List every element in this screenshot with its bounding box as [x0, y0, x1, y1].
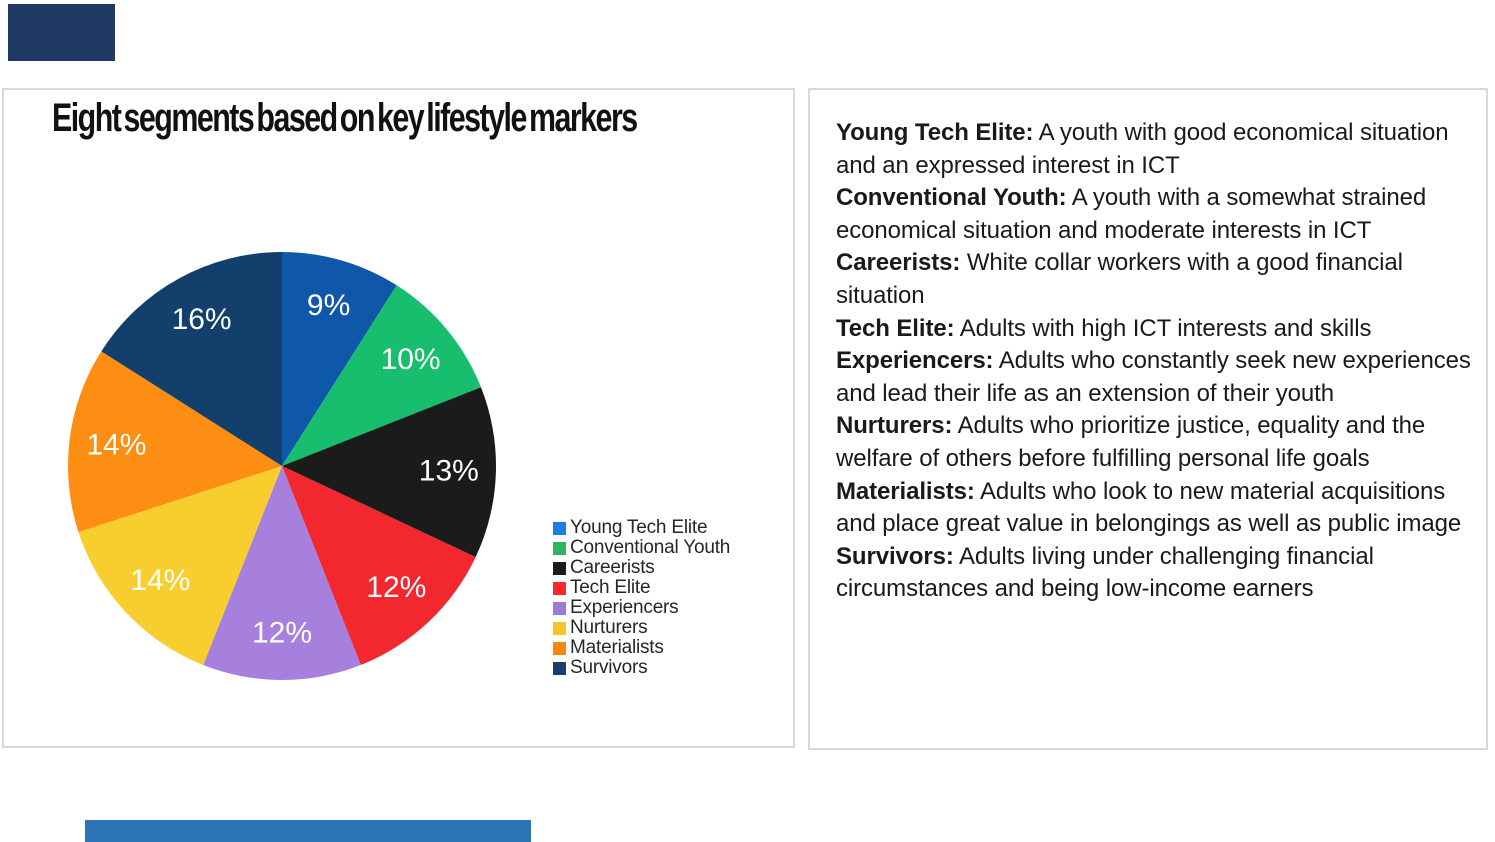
segment-description-item: Tech Elite: Adults with high ICT interes…: [836, 313, 1472, 346]
legend-label: Survivors: [570, 657, 648, 678]
legend-label: Experiencers: [570, 597, 679, 618]
segment-description-item: Conventional Youth: A youth with a somew…: [836, 182, 1472, 247]
segment-description-item: Materialists: Adults who look to new mat…: [836, 476, 1472, 541]
chart-title: Eight segments based on key lifestyle ma…: [52, 96, 638, 140]
segment-text: Adults who constantly seek new experienc…: [836, 347, 1471, 407]
legend-swatch-icon: [553, 521, 566, 535]
pie-slice-survivors: [101, 252, 282, 466]
chart-panel: Eight segments based on key lifestyle ma…: [2, 88, 795, 748]
legend-label: Conventional Youth: [570, 537, 731, 558]
segment-term: Conventional Youth:: [836, 184, 1067, 212]
segment-text: A youth with a somewhat strained economi…: [836, 184, 1427, 244]
segment-description-item: Survivors: Adults living under challengi…: [836, 541, 1472, 606]
segment-text: Adults who look to new material acquisit…: [836, 477, 1462, 538]
legend-label: Careerists: [570, 557, 655, 578]
segment-description-item: Young Tech Elite: A youth with good econ…: [836, 117, 1472, 182]
pie-data-label: 13%: [419, 455, 479, 488]
segment-term: Careerists:: [836, 249, 961, 277]
segment-term: Materialists:: [836, 477, 975, 505]
segment-term: Nurturers:: [836, 412, 953, 440]
segment-text: A youth with good economical situation a…: [836, 119, 1449, 179]
legend-swatch-icon: [553, 541, 566, 555]
pie-slice-materialists: [67, 351, 282, 533]
pie-data-label: 16%: [172, 303, 232, 336]
chart-legend: Young Tech Elite Conventional Youth Career…: [553, 518, 730, 678]
segment-text: Adults living under challenging financia…: [836, 542, 1374, 603]
pie-data-label: 9%: [307, 289, 350, 322]
segment-description-item: Nurturers: Adults who prioritize justice…: [836, 410, 1472, 475]
pie-slice-careerists: [282, 387, 496, 558]
legend-item-experiencers: Experiencers: [553, 598, 730, 618]
legend-label: Nurturers: [570, 617, 648, 638]
bottom-accent-bar: [85, 820, 531, 842]
descriptions-text: Young Tech Elite: A youth with good econ…: [810, 90, 1486, 748]
segment-term: Experiencers:: [836, 347, 994, 375]
descriptions-panel: Young Tech Elite: A youth with good econ…: [808, 88, 1488, 750]
legend-swatch-icon: [553, 561, 566, 575]
legend-label: Materialists: [570, 637, 664, 658]
segment-text: White collar workers with a good financi…: [836, 249, 1403, 309]
pie-chart: 9% 10% 13% 12% 12% 14% 14% 16%: [67, 252, 496, 680]
segment-text: Adults who prioritize justice, equality …: [836, 412, 1426, 472]
pie-slice-nurturers: [78, 466, 282, 665]
legend-label: Tech Elite: [570, 577, 651, 598]
segment-text: Adults with high ICT interests and skill…: [954, 314, 1372, 342]
segment-description-item: Experiencers: Adults who constantly seek…: [836, 345, 1472, 410]
pie-slice-young-tech-elite: [282, 252, 397, 466]
legend-item-materialists: Materialists: [553, 638, 730, 658]
legend-label: Young Tech Elite: [570, 517, 708, 538]
legend-item-careerists: Careerists: [553, 558, 730, 578]
pie-slice-conventional-youth: [282, 285, 481, 466]
legend-item-conventional-youth: Conventional Youth: [553, 538, 730, 558]
pie-data-label: 14%: [130, 564, 190, 597]
segment-description-item: Careerists: White collar workers with a …: [836, 247, 1472, 312]
pie-data-label: 10%: [381, 343, 441, 376]
segment-term: Tech Elite:: [836, 314, 955, 342]
legend-item-tech-elite: Tech Elite: [553, 578, 730, 598]
pie-data-label: 14%: [86, 429, 146, 462]
legend-item-young-tech-elite: Young Tech Elite: [553, 518, 730, 538]
legend-item-survivors: Survivors: [553, 658, 730, 678]
pie-slice-tech-elite: [282, 466, 476, 665]
segment-term: Survivors:: [836, 542, 954, 570]
legend-item-nurturers: Nurturers: [553, 618, 730, 638]
legend-swatch-icon: [553, 581, 566, 595]
pie-data-label: 12%: [252, 616, 312, 649]
legend-swatch-icon: [553, 661, 566, 675]
legend-swatch-icon: [553, 601, 566, 615]
legend-swatch-icon: [553, 621, 566, 635]
top-left-accent-rect: [8, 4, 115, 61]
legend-swatch-icon: [553, 641, 566, 655]
segment-term: Young Tech Elite:: [836, 119, 1034, 146]
pie-slice-experiencers: [203, 466, 361, 680]
pie-data-label: 12%: [366, 571, 426, 604]
